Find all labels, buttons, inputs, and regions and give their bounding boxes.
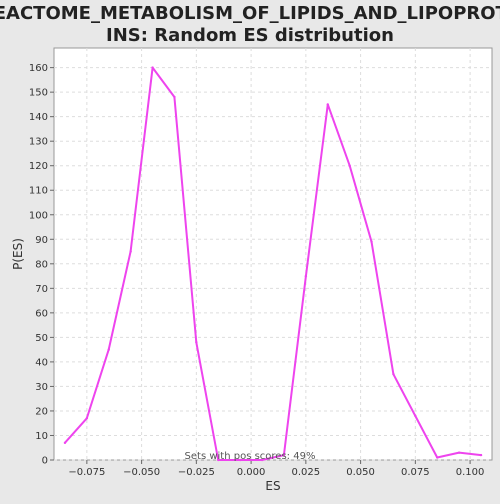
data-point <box>195 341 198 344</box>
x-tick-label: 0.050 <box>346 467 375 478</box>
y-tick-label: 140 <box>29 112 48 123</box>
data-point <box>436 456 439 459</box>
data-point <box>238 458 242 462</box>
data-point <box>107 348 110 351</box>
y-tick-label: 150 <box>29 88 48 99</box>
y-tick-label: 20 <box>35 406 48 417</box>
x-tick-label: 0.075 <box>401 467 430 478</box>
data-point <box>63 441 67 445</box>
y-tick-label: 70 <box>35 284 48 295</box>
data-point <box>173 95 176 99</box>
data-point <box>304 274 308 278</box>
data-point <box>479 453 483 457</box>
y-tick-label: 90 <box>35 235 48 246</box>
x-tick-label: 0.100 <box>456 467 485 478</box>
y-tick-label: 10 <box>35 431 48 442</box>
data-point <box>348 164 351 167</box>
y-tick-label: 50 <box>35 333 48 344</box>
data-point <box>151 66 154 69</box>
data-point <box>457 451 461 454</box>
y-tick-label: 110 <box>29 186 48 197</box>
x-axis-label: ES <box>265 479 280 493</box>
data-point <box>129 250 132 253</box>
y-tick-label: 0 <box>42 456 48 467</box>
data-point <box>85 417 89 420</box>
chart-title-line-2: INS: Random ES distribution <box>106 25 394 46</box>
x-tick-label: −0.025 <box>178 467 215 478</box>
y-tick-label: 100 <box>29 210 48 221</box>
data-point <box>370 240 373 243</box>
y-tick-label: 30 <box>35 382 48 393</box>
x-tick-label: 0.000 <box>237 467 266 478</box>
y-tick-label: 40 <box>35 357 48 368</box>
y-tick-label: 80 <box>35 259 48 270</box>
series-layer <box>63 66 483 462</box>
x-tick-label: −0.075 <box>68 467 105 478</box>
y-tick-label: 160 <box>29 63 48 74</box>
ticks: 0 10 20 30 40 50 60 70 80 90 100 110 120 130 140 150 160… <box>29 63 485 478</box>
y-axis-label: P(ES) <box>11 238 25 270</box>
data-point <box>217 458 220 462</box>
y-tick-label: 60 <box>35 308 48 319</box>
x-tick-label: −0.050 <box>123 467 160 478</box>
series-line <box>64 66 482 461</box>
annotation-pos-scores: Sets with pos scores: 49% <box>185 451 316 462</box>
y-tick-label: 120 <box>29 161 48 172</box>
chart-title-line-1: REACTOME_METABOLISM_OF_LIPIDS_AND_LIPOPR… <box>0 3 500 24</box>
data-point <box>414 414 417 418</box>
data-point <box>326 103 329 106</box>
x-tick-label: 0.025 <box>292 467 321 478</box>
data-point <box>282 453 286 457</box>
data-point <box>392 372 395 376</box>
y-tick-label: 130 <box>29 137 48 148</box>
plot-area <box>53 47 493 461</box>
data-point <box>260 458 264 462</box>
